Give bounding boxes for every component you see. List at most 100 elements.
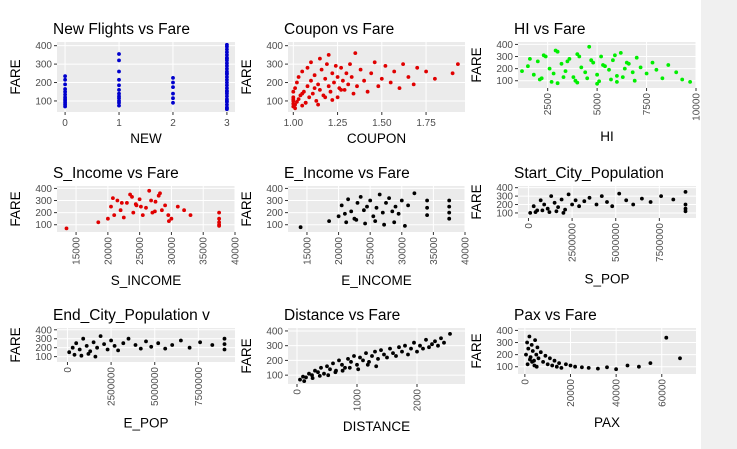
x-tick-label: 1.75 — [416, 118, 436, 129]
data-point — [683, 209, 688, 214]
data-point — [529, 343, 534, 347]
plot-title: Distance vs Fare — [284, 307, 400, 324]
data-point — [149, 344, 154, 349]
data-point — [95, 345, 99, 350]
data-point — [305, 65, 310, 70]
data-point — [424, 69, 428, 74]
data-point — [393, 204, 398, 209]
data-point — [139, 204, 143, 209]
data-point — [298, 377, 302, 382]
data-point — [561, 75, 566, 79]
data-point — [538, 198, 543, 203]
y-tick-label: 100 — [496, 362, 513, 373]
y-tick-label: 300 — [266, 341, 283, 352]
data-point — [160, 208, 164, 213]
data-point — [570, 202, 574, 207]
y-axis-label: FARE — [469, 47, 484, 82]
y-axis-label: FARE — [469, 184, 484, 219]
data-point — [133, 343, 138, 347]
data-point — [225, 106, 229, 111]
data-point — [380, 210, 385, 215]
data-point — [545, 362, 550, 367]
data-point — [392, 220, 397, 225]
data-point — [559, 197, 564, 202]
data-point — [326, 84, 331, 89]
data-point — [605, 200, 609, 204]
data-point — [225, 42, 229, 47]
data-point — [617, 191, 622, 196]
x-axis-label: COUPON — [347, 131, 406, 146]
data-point — [564, 362, 568, 367]
data-point — [309, 78, 313, 83]
plot-title: Start_City_Population — [514, 165, 664, 182]
data-point — [346, 197, 350, 202]
data-point — [307, 371, 311, 376]
data-point — [674, 70, 679, 75]
data-point — [377, 192, 382, 197]
data-point — [580, 365, 584, 370]
x-tick-label: 25000 — [366, 237, 377, 265]
data-point — [225, 77, 229, 82]
data-point — [409, 346, 413, 351]
data-point — [158, 191, 162, 196]
y-tick-label: 200 — [266, 78, 283, 89]
data-point — [601, 63, 605, 67]
data-point — [382, 222, 386, 227]
data-point — [332, 80, 336, 85]
data-point — [344, 71, 349, 76]
data-point — [547, 210, 552, 215]
data-point — [548, 356, 552, 361]
data-point — [293, 106, 297, 111]
data-point — [552, 200, 557, 205]
data-point — [688, 80, 692, 84]
data-point — [300, 69, 305, 74]
data-point — [77, 347, 82, 352]
data-point — [295, 100, 299, 104]
x-tick-label: 10000 — [692, 93, 703, 121]
data-point — [339, 65, 343, 70]
data-point — [344, 220, 349, 225]
data-point — [84, 344, 89, 348]
data-point — [225, 75, 229, 79]
data-point — [343, 211, 347, 216]
data-point — [553, 48, 558, 53]
data-point — [356, 367, 361, 372]
data-point — [355, 201, 360, 205]
data-point — [450, 71, 455, 76]
x-tick-label: 15000 — [303, 237, 314, 265]
data-point — [447, 210, 452, 215]
data-point — [541, 53, 546, 58]
data-point — [610, 204, 615, 209]
x-axis-label: E_INCOME — [341, 273, 412, 288]
data-point — [187, 345, 192, 350]
data-point — [530, 349, 535, 353]
y-tick-label: 200 — [35, 208, 52, 219]
data-point — [640, 196, 644, 201]
data-point — [111, 196, 115, 201]
data-point — [358, 67, 363, 72]
data-point — [217, 216, 222, 221]
window-edge-strip — [701, 0, 737, 449]
data-point — [349, 360, 353, 364]
y-tick-label: 100 — [266, 371, 283, 382]
data-point — [310, 376, 315, 380]
data-point — [583, 70, 588, 75]
data-point — [630, 70, 635, 75]
data-point — [341, 78, 345, 83]
data-point — [411, 82, 416, 87]
data-point — [400, 349, 404, 354]
y-axis-label: FARE — [469, 333, 484, 368]
data-point — [403, 224, 407, 228]
data-point — [528, 211, 533, 215]
data-point — [115, 198, 120, 203]
data-point — [660, 76, 665, 81]
data-point — [117, 88, 121, 92]
data-point — [534, 352, 539, 357]
data-point — [302, 379, 307, 383]
data-point — [554, 364, 559, 369]
data-point — [313, 368, 317, 373]
data-point — [542, 202, 547, 207]
x-tick-label: 2000 — [413, 389, 424, 412]
